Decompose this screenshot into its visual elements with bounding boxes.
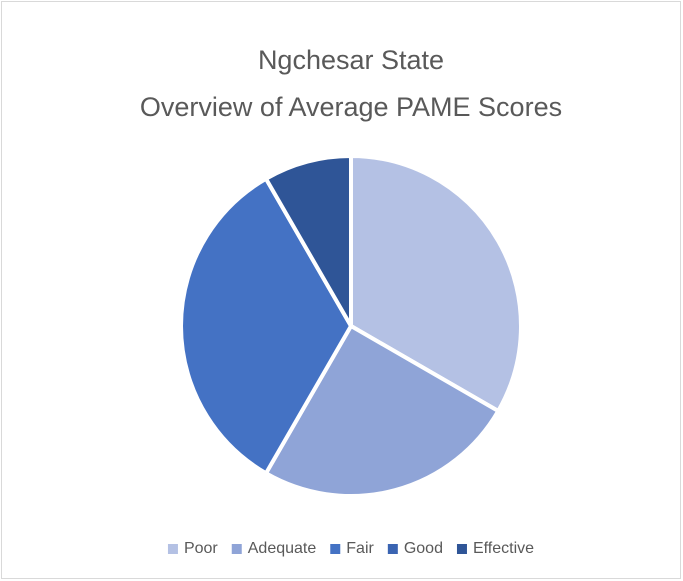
chart-title: Overview of Average PAME Scores (140, 92, 562, 122)
legend-label: Poor (184, 540, 218, 557)
pie-slice (264, 324, 501, 498)
legend-swatch (167, 544, 178, 554)
legend-label: Adequate (248, 540, 317, 557)
legend-swatch (330, 544, 341, 554)
legend-label: Effective (473, 540, 534, 557)
legend-label: Good (404, 540, 443, 557)
legend-label: Fair (346, 540, 374, 557)
pie-slice (264, 154, 353, 328)
legend-swatch (387, 544, 398, 554)
legend-swatch (456, 544, 467, 554)
chart-title: Ngchesar State (258, 45, 444, 75)
pie-slice (179, 176, 353, 476)
legend-swatch (231, 544, 242, 554)
pie-slice (349, 154, 523, 413)
